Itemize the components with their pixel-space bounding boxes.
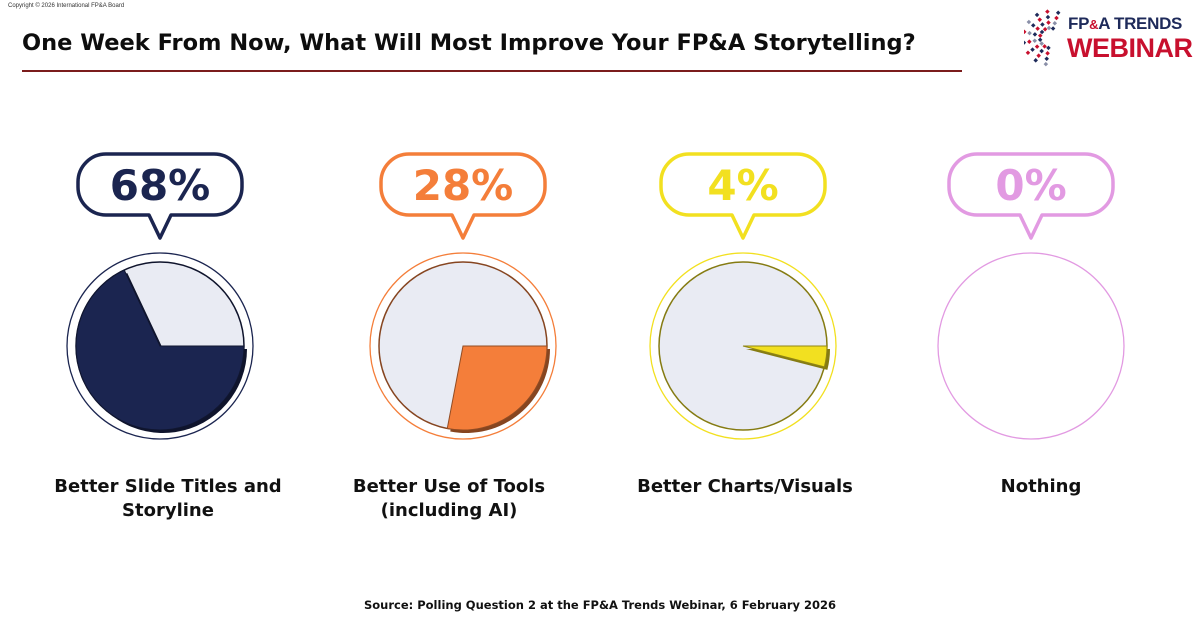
logo-dot [1036,53,1041,58]
logo-dot [1055,10,1061,16]
data-label: 68% [110,161,211,210]
category-label: Better Use of Tools (including AI) [352,476,546,521]
data-label: 28% [413,161,514,210]
pie-slice [742,345,828,368]
value-callout-bubble [76,152,244,240]
logo-dot [1046,20,1051,25]
pie-group: 28% [369,152,557,440]
logo-dot [1045,14,1051,20]
logo-dot [1025,50,1031,55]
pie-group: 0% [937,152,1125,440]
fpa-trends-webinar-logo: FP&A TRENDS WEBINAR [1024,8,1196,70]
pie-slice [446,345,548,431]
category-label: Better Charts/Visuals [637,476,853,497]
logo-mark-icon [1024,9,1061,67]
logo-text-webinar: WEBINAR [1067,33,1193,63]
value-callout-bubble [659,152,827,240]
logo-dot [1024,29,1027,35]
title-underline [22,70,962,72]
logo-dot [1043,61,1049,67]
data-label: 4% [707,161,778,210]
pie-slice [75,269,245,431]
logo-dot [1039,41,1044,46]
pie-group: 68% [66,152,254,440]
pie-group: 4% [649,152,837,440]
page-title: One Week From Now, What Will Most Improv… [22,30,916,56]
logo-dot [1042,27,1048,32]
copyright-notice: Copyright © 2026 International FP&A Boar… [8,3,125,9]
logo-dot [1054,15,1059,21]
source-note: Source: Polling Question 2 at the FP&A T… [363,598,837,612]
category-label: Better Slide Titles and Storyline [54,476,282,521]
logo-dot [1040,22,1045,27]
category-label: Nothing [1000,476,1082,497]
pie-outer-ring [937,252,1125,440]
logo-dot [1046,45,1051,51]
logo-text-fpa-trends: FP&A TRENDS [1068,14,1183,33]
value-callout-bubble [947,152,1115,240]
logo-dot [1027,39,1032,44]
value-callout-bubble [379,152,547,240]
data-label: 0% [995,161,1066,210]
